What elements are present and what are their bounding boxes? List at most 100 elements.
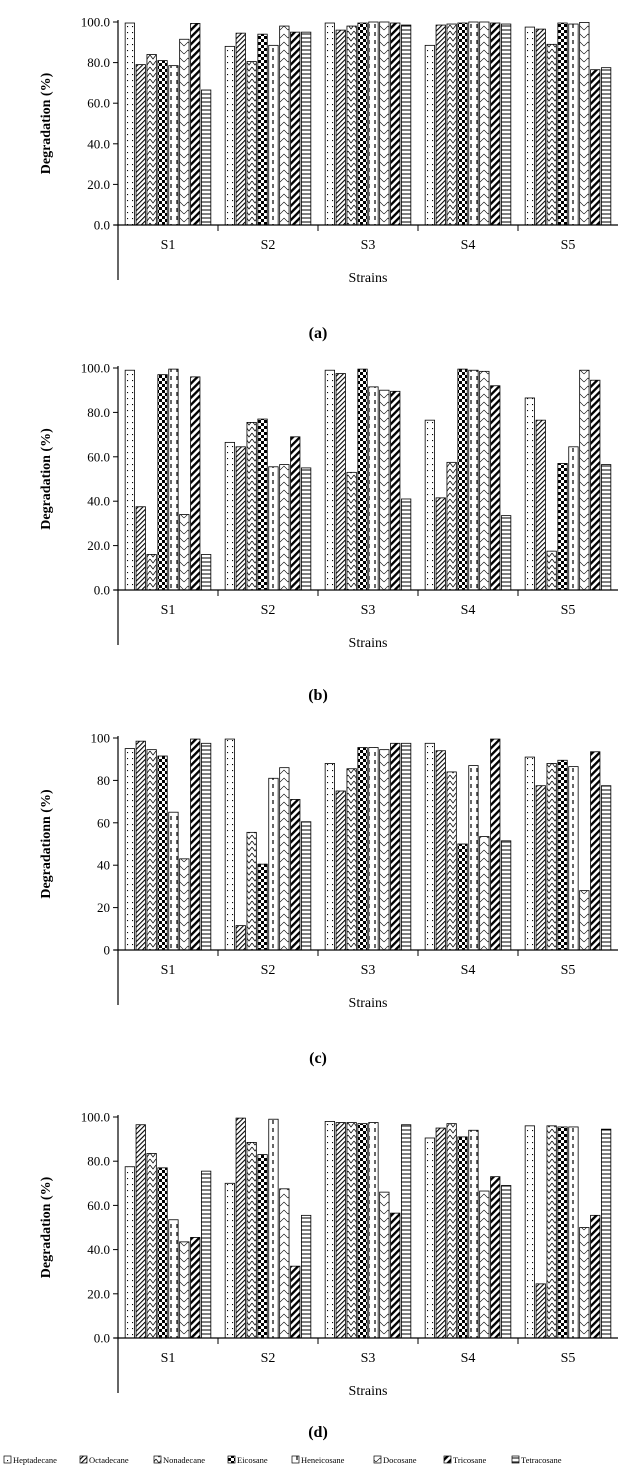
y-axis-title: Degradation (%) [39, 1176, 54, 1278]
bar-heptadecane-s3 [324, 369, 335, 591]
category-label: S1 [161, 1351, 176, 1366]
bar-heneicosane-s2 [268, 44, 279, 226]
bar-eicosane-s5 [557, 463, 568, 591]
bar-octadecane-s4 [435, 1127, 446, 1339]
bar-octadecane-s3 [335, 29, 346, 226]
bar-tetracosane-s3 [401, 24, 412, 226]
bar-docosane-s4 [479, 370, 490, 591]
legend-item-eicosane: Eicosane [227, 1455, 268, 1465]
bar-tricosane-s2 [290, 31, 301, 226]
bar-tricosane-s1 [190, 376, 201, 591]
bar-tricosane-s3 [390, 22, 401, 226]
bar-heneicosane-s1 [168, 65, 179, 226]
bar-octadecane-s5 [535, 28, 546, 226]
bar-tetracosane-s2 [301, 31, 312, 226]
bar-eicosane-s1 [157, 755, 168, 951]
y-tick-label: 40.0 [87, 494, 110, 509]
legend-swatch [79, 1455, 88, 1464]
x-axis-title: Strains [349, 636, 388, 651]
bar-heptadecane-s3 [324, 1121, 335, 1339]
bar-docosane-s2 [279, 25, 290, 226]
y-tick-label: 40 [97, 858, 110, 873]
bar-tricosane-s2 [290, 1265, 301, 1339]
chart-panel-c: 0 20 40 60 80 100 S1 S2 S3 S4 S5 Strains Degradation… [39, 731, 618, 1067]
y-tick-label: 100 [91, 731, 111, 746]
bar-heneicosane-s4 [468, 21, 479, 226]
bar-docosane-s3 [379, 749, 390, 951]
bar-nonadecane-s2 [246, 831, 257, 951]
bar-nonadecane-s4 [446, 771, 457, 951]
bar-eicosane-s5 [557, 1126, 568, 1339]
x-axis-title: Strains [349, 1384, 388, 1399]
legend-swatch [443, 1455, 452, 1464]
legend-label: Tetracosane [521, 1455, 562, 1465]
legend-label: Eicosane [237, 1455, 268, 1465]
bar-nonadecane-s3 [346, 471, 357, 591]
bar-heptadecane-s1 [124, 22, 135, 226]
y-tick-label: 100.0 [81, 1110, 110, 1125]
bar-nonadecane-s3 [346, 25, 357, 226]
chart-panel-d: 0.0 20.0 40.0 60.0 80.0 100.0 S1 S2 S3 S4 S5 Strain… [39, 1110, 618, 1441]
bar-tetracosane-s3 [401, 498, 412, 591]
bar-eicosane-s1 [157, 60, 168, 226]
bar-tetracosane-s3 [401, 1124, 412, 1339]
bar-nonadecane-s2 [246, 421, 257, 591]
bar-tetracosane-s4 [501, 23, 512, 226]
bar-heptadecane-s3 [324, 763, 335, 951]
bar-tricosane-s3 [390, 742, 401, 951]
category-label: S3 [361, 238, 376, 253]
category-label: S2 [261, 603, 276, 618]
legend-item-octadecane: Octadecane [79, 1455, 129, 1465]
category-label: S2 [261, 238, 276, 253]
bar-docosane-s5 [579, 1227, 590, 1339]
legend-label: Nonadecane [163, 1455, 205, 1465]
bar-docosane-s5 [579, 890, 590, 951]
y-tick-label: 0.0 [94, 583, 110, 598]
y-tick-label: 60.0 [87, 449, 110, 464]
bar-tetracosane-s2 [301, 467, 312, 591]
y-tick-label: 60 [97, 815, 110, 830]
y-tick-label: 100.0 [81, 15, 110, 30]
bar-heneicosane-s4 [468, 369, 479, 591]
bar-heptadecane-s3 [324, 22, 335, 226]
bar-heptadecane-s1 [124, 1166, 135, 1339]
bar-docosane-s3 [379, 389, 390, 591]
category-label: S5 [561, 603, 576, 618]
bar-eicosane-s3 [357, 747, 368, 951]
bar-nonadecane-s4 [446, 1123, 457, 1339]
bar-docosane-s4 [479, 21, 490, 226]
bar-nonadecane-s2 [246, 1142, 257, 1339]
bar-tricosane-s5 [590, 751, 601, 951]
category-label: S4 [461, 603, 476, 618]
panel-label: (c) [309, 1050, 327, 1067]
bar-octadecane-s1 [135, 506, 146, 591]
bar-nonadecane-s5 [546, 43, 557, 226]
legend: Heptadecane Octadecane Nonadecane Eicosane H… [3, 1455, 562, 1465]
bar-octadecane-s1 [135, 1124, 146, 1339]
legend-label: Heneicosane [301, 1455, 345, 1465]
bar-tricosane-s4 [490, 22, 501, 226]
bar-heptadecane-s1 [124, 748, 135, 951]
y-tick-label: 40.0 [87, 1242, 110, 1257]
bar-docosane-s1 [179, 38, 190, 226]
bar-docosane-s3 [379, 21, 390, 226]
legend-swatch [373, 1455, 382, 1464]
bar-tricosane-s4 [490, 738, 501, 951]
bar-heptadecane-s1 [124, 369, 135, 591]
bar-eicosane-s4 [457, 1136, 468, 1339]
bar-nonadecane-s5 [546, 1125, 557, 1339]
bar-octadecane-s3 [335, 790, 346, 951]
category-label: S5 [561, 963, 576, 978]
bar-nonadecane-s4 [446, 23, 457, 226]
bar-eicosane-s3 [357, 22, 368, 226]
bar-tricosane-s5 [590, 379, 601, 591]
bar-octadecane-s2 [235, 925, 246, 951]
category-label: S1 [161, 963, 176, 978]
bar-tetracosane-s1 [201, 89, 212, 226]
bar-eicosane-s1 [157, 1167, 168, 1339]
bar-octadecane-s1 [135, 740, 146, 951]
bar-octadecane-s5 [535, 419, 546, 591]
y-tick-label: 60.0 [87, 1198, 110, 1213]
x-axis-title: Strains [349, 996, 388, 1011]
bar-heptadecane-s2 [224, 1182, 235, 1339]
